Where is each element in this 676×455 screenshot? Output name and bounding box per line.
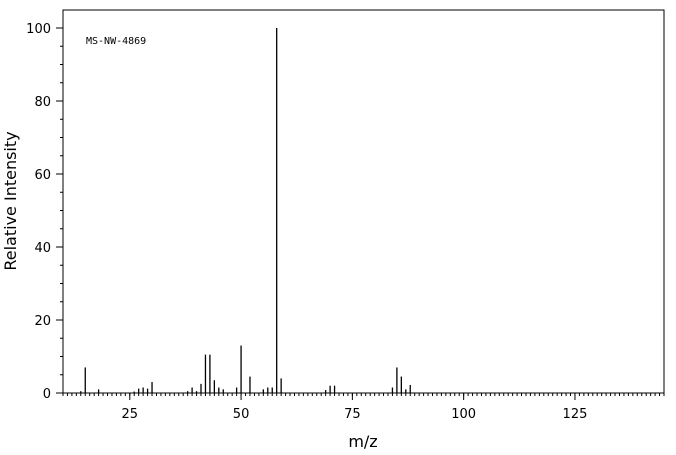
y-tick-label: 0 [43, 387, 51, 402]
x-axis-title: m/z [348, 432, 377, 451]
plot-frame [62, 9, 665, 394]
y-tick-label: 80 [34, 95, 51, 110]
x-tick-label: 75 [344, 407, 361, 422]
x-tick-label: 50 [233, 407, 250, 422]
x-tick-label: 25 [122, 407, 139, 422]
peaks [80, 28, 411, 393]
major-ticks: 25 50 75 100 125 0 20 40 60 80 100 [26, 22, 587, 422]
y-axis-title: Relative Intensity [1, 131, 20, 270]
y-tick-label: 60 [34, 168, 51, 183]
x-tick-label: 125 [563, 407, 588, 422]
y-tick-label: 100 [26, 22, 51, 37]
x-tick-label: 100 [451, 407, 476, 422]
y-tick-label: 20 [34, 314, 51, 329]
minor-ticks [60, 27, 665, 396]
y-tick-label: 40 [34, 241, 51, 256]
spectrum-id-annotation: MS-NW-4869 [86, 36, 146, 47]
